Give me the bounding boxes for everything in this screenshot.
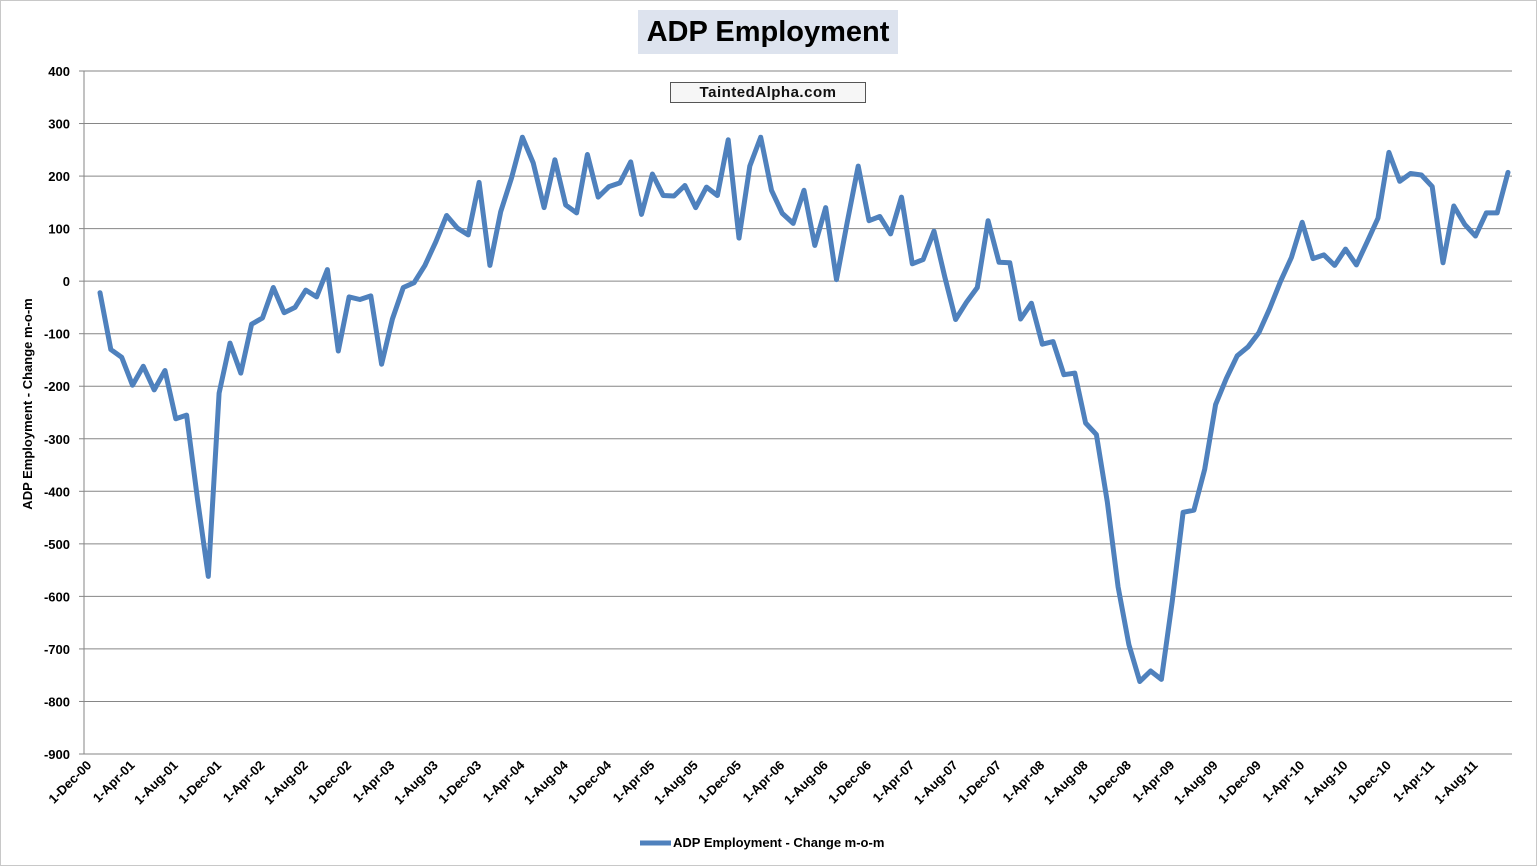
y-tick-label: -500 [44,537,70,552]
x-tick-label: 1-Apr-09 [1129,758,1177,806]
x-tick-label: 1-Dec-10 [1345,758,1394,807]
x-tick-label: 1-Dec-06 [825,758,874,807]
x-tick-label: 1-Dec-02 [305,758,354,807]
x-tick-label: 1-Aug-10 [1301,758,1351,808]
x-tick-label: 1-Apr-01 [90,758,138,806]
y-tick-label: 0 [63,274,70,289]
x-tick-label: 1-Aug-08 [1041,758,1091,808]
x-tick-label: 1-Aug-01 [131,758,181,808]
y-tick-label: -200 [44,379,70,394]
x-tick-label: 1-Apr-03 [350,758,398,806]
x-tick-label: 1-Dec-09 [1215,758,1264,807]
x-tick-label: 1-Apr-07 [870,758,918,806]
x-tick-label: 1-Aug-09 [1171,758,1221,808]
x-tick-label: 1-Apr-06 [740,758,788,806]
x-tick-label: 1-Dec-01 [175,758,224,807]
x-tick-label: 1-Aug-11 [1431,758,1480,807]
y-tick-label: -900 [44,747,70,762]
x-tick-label: 1-Aug-02 [261,758,311,808]
y-axis-label: ADP Employment - Change m-o-m [20,298,35,509]
x-tick-label: 1-Aug-05 [651,758,701,808]
x-tick-labels: 1-Dec-001-Apr-011-Aug-011-Dec-011-Apr-02… [45,757,1480,807]
x-tick-label: 1-Dec-07 [955,758,1004,807]
x-tick-label: 1-Dec-08 [1085,758,1134,807]
series-group [97,134,1511,684]
y-tick-label: 100 [48,222,70,237]
legend-label: ADP Employment - Change m-o-m [673,835,884,850]
x-tick-label: 1-Aug-06 [781,758,831,808]
series-line [97,134,1511,684]
x-tick-label: 1-Apr-11 [1390,758,1437,805]
x-tick-label: 1-Apr-10 [1259,758,1307,806]
x-tick-label: 1-Apr-04 [480,757,528,805]
x-tick-label: 1-Apr-08 [1000,758,1048,806]
x-tick-label: 1-Dec-03 [435,758,484,807]
x-tick-label: 1-Dec-00 [45,758,94,807]
y-tick-label: -100 [44,327,70,342]
legend: ADP Employment - Change m-o-m [640,835,884,850]
chart-title: ADP Employment [638,10,898,54]
x-tick-label: 1-Aug-03 [391,758,441,808]
y-tick-label: -400 [44,484,70,499]
y-tick-label: -300 [44,432,70,447]
x-tick-label: 1-Apr-05 [610,758,658,806]
x-tick-label: 1-Aug-04 [521,757,571,807]
watermark-logo: TaintedAlpha.com [670,82,866,103]
x-tick-label: 1-Apr-02 [220,758,268,806]
y-tick-label: 300 [48,117,70,132]
y-tick-label: 400 [48,64,70,79]
gridlines [79,70,1512,755]
y-tick-label: -800 [44,694,70,709]
y-tick-label: -700 [44,642,70,657]
x-tick-label: 1-Dec-05 [695,758,744,807]
y-tick-labels: 400 300 200 100 0 -100 -200 -300 -400 -500 -600 -70… [44,64,70,762]
x-tick-label: 1-Aug-07 [911,758,961,808]
axes [83,71,1512,755]
y-tick-label: -600 [44,589,70,604]
x-tick-label: 1-Dec-04 [565,757,614,806]
y-tick-label: 200 [48,169,70,184]
